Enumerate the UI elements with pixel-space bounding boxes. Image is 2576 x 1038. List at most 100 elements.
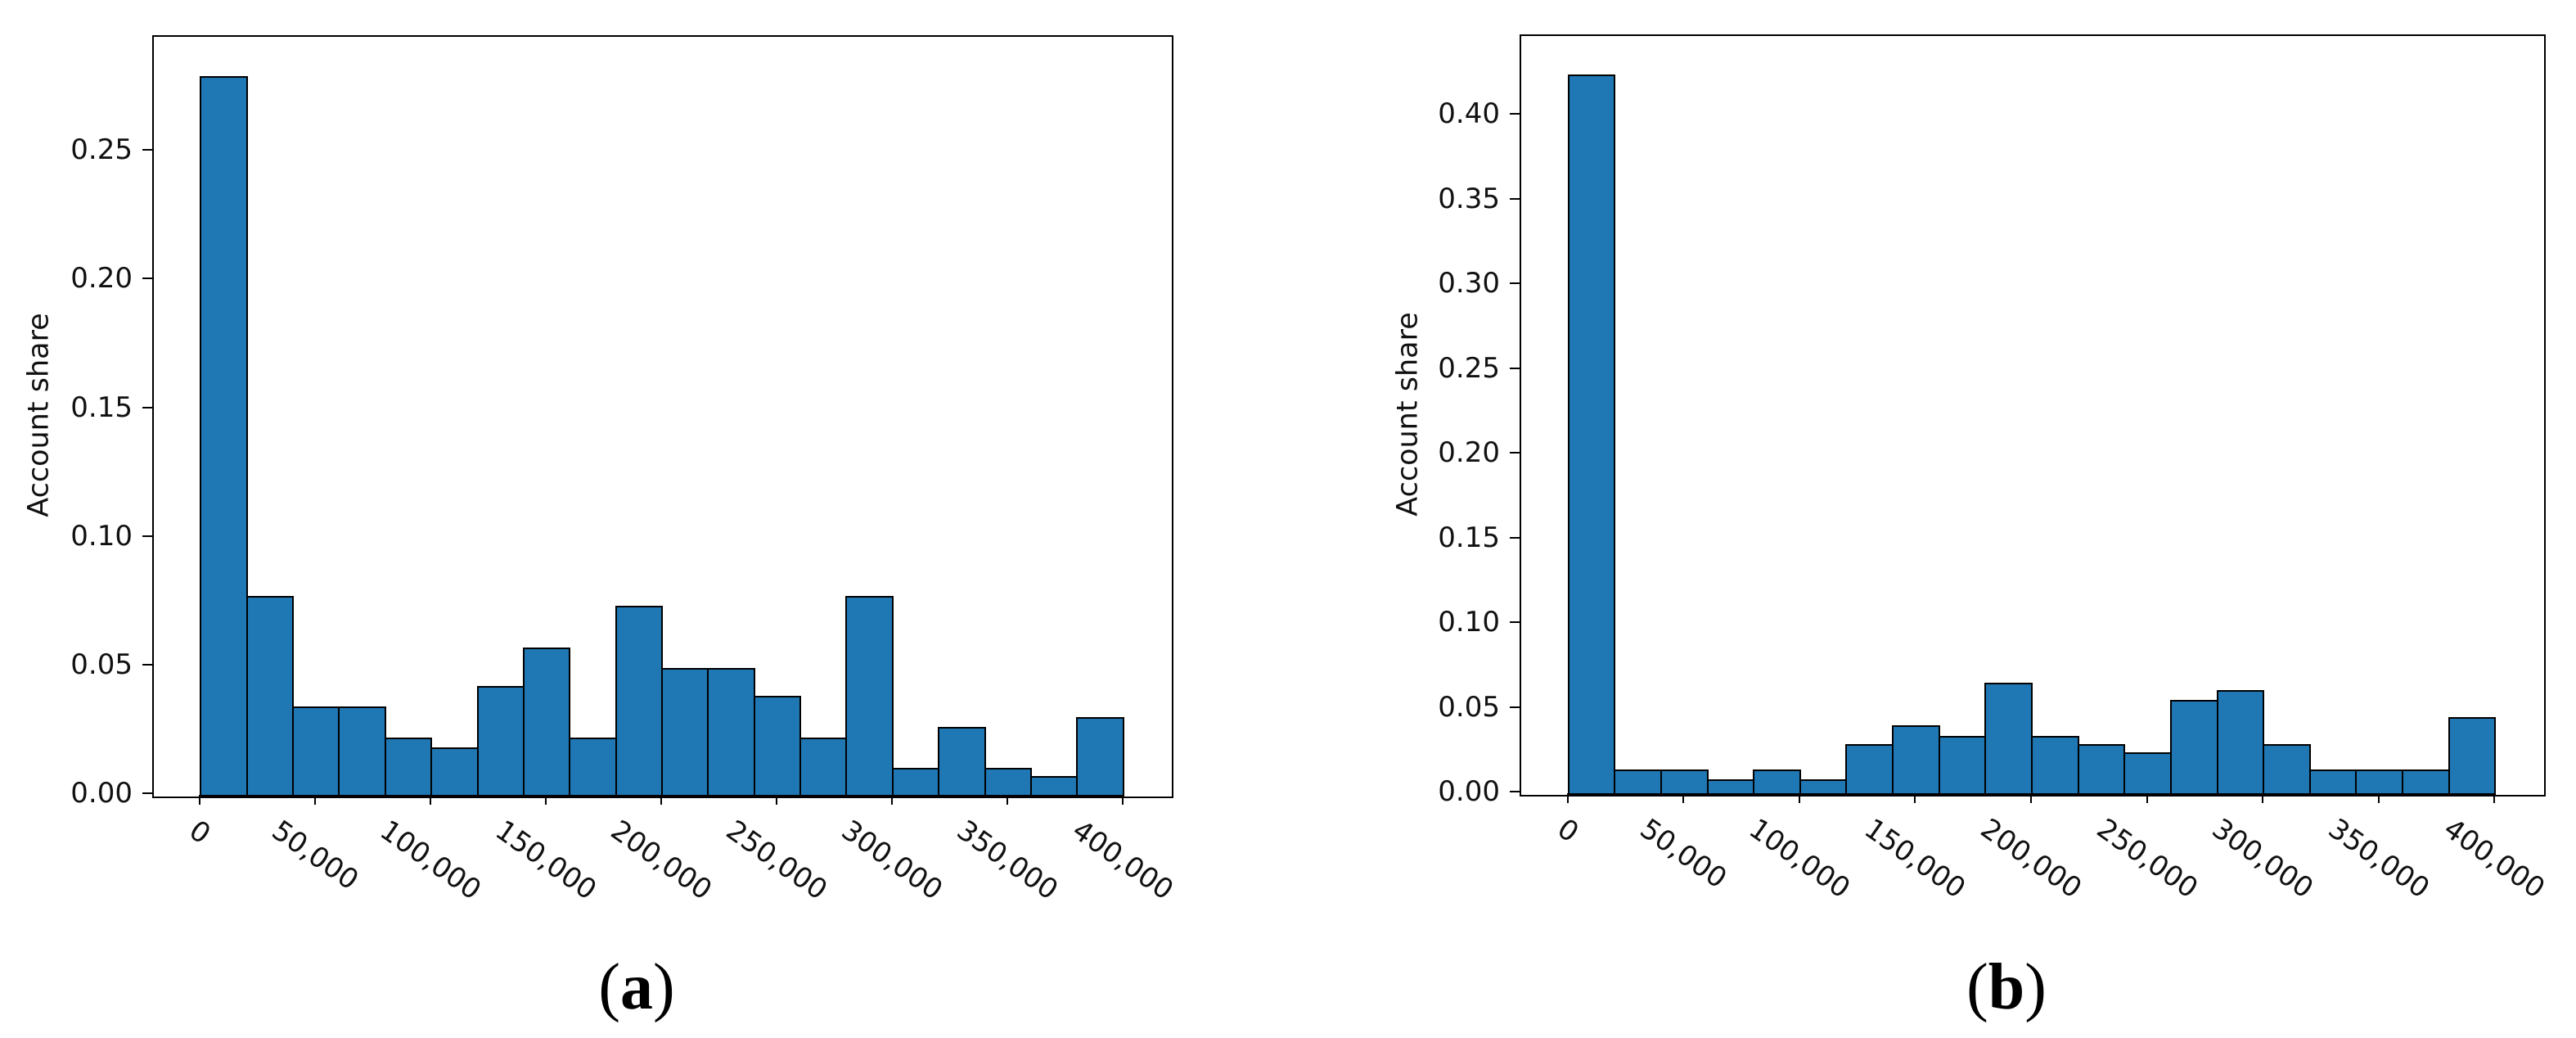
x-tick-mark: [2493, 793, 2495, 803]
y-tick-mark: [1510, 452, 1521, 454]
x-tick-label: 400,000: [2437, 812, 2551, 905]
histogram-bar: [569, 738, 617, 797]
plot-area-a: [152, 35, 1173, 798]
x-tick-mark: [1682, 793, 1684, 803]
histogram-bar: [1614, 769, 1662, 795]
histogram-bar: [938, 727, 986, 797]
y-tick-mark: [1510, 368, 1521, 369]
histogram-bar: [2217, 690, 2264, 795]
histogram-bar: [2078, 744, 2125, 795]
caption-paren-close: ): [2024, 951, 2047, 1023]
x-tick-mark: [2378, 793, 2380, 803]
histogram-bar: [338, 706, 386, 797]
histogram-bar: [1892, 725, 1940, 795]
y-tick-mark: [1510, 282, 1521, 284]
y-tick-label: 0.00: [1438, 775, 1500, 808]
y-tick-label: 0.10: [70, 520, 133, 553]
x-tick-mark: [545, 795, 547, 805]
y-tick-mark: [1510, 113, 1521, 115]
histogram-bar: [1984, 683, 2033, 795]
x-tick-label: 200,000: [1974, 812, 2088, 905]
x-tick-label: 0: [1551, 812, 1585, 850]
caption-a: (a): [598, 955, 674, 1020]
histogram-bar: [2448, 717, 2496, 795]
y-tick-label: 0.15: [70, 391, 133, 424]
y-tick-label: 0.25: [1438, 352, 1500, 385]
histogram-bar: [892, 768, 939, 797]
y-tick-label: 0.00: [70, 777, 133, 810]
y-tick-mark: [142, 278, 154, 279]
y-tick-mark: [142, 535, 154, 537]
histogram-bar: [1707, 779, 1754, 795]
histogram-bar: [2031, 736, 2079, 795]
y-axis-label: Account share: [1391, 312, 1425, 517]
histogram-bar: [2402, 769, 2450, 795]
y-tick-mark: [142, 792, 154, 794]
histogram-bar: [1939, 736, 1986, 795]
y-tick-mark: [142, 149, 154, 151]
histogram-bar: [1568, 74, 1615, 795]
x-tick-mark: [1799, 793, 1800, 803]
y-tick-mark: [1510, 198, 1521, 200]
y-tick-label: 0.20: [70, 262, 133, 295]
histogram-bar: [246, 596, 294, 797]
x-tick-mark: [660, 795, 662, 805]
histogram-bar: [477, 686, 525, 797]
histogram-bar: [661, 668, 709, 797]
caption-paren-close: ): [653, 951, 675, 1023]
x-tick-mark: [199, 795, 200, 805]
x-tick-mark: [2146, 793, 2148, 803]
y-tick-mark: [1510, 791, 1521, 792]
x-tick-mark: [430, 795, 431, 805]
histogram-bar: [2170, 700, 2218, 795]
caption-letter: a: [620, 951, 653, 1023]
y-tick-label: 0.10: [1438, 606, 1500, 639]
caption-paren-open: (: [598, 951, 620, 1023]
y-tick-label: 0.05: [70, 648, 133, 681]
x-tick-label: 150,000: [1858, 812, 1972, 905]
x-tick-mark: [1914, 793, 1916, 803]
y-tick-mark: [142, 407, 154, 408]
histogram-bar: [2355, 769, 2403, 795]
histogram-bar: [200, 76, 248, 797]
plot-area-b: [1520, 34, 2546, 797]
histogram-bar: [1030, 776, 1078, 797]
x-tick-mark: [1567, 793, 1569, 803]
histogram-bar: [2263, 744, 2311, 795]
y-tick-label: 0.25: [70, 133, 133, 166]
x-tick-label: 300,000: [2205, 812, 2320, 905]
y-tick-label: 0.30: [1438, 267, 1500, 300]
x-tick-label: 350,000: [2322, 812, 2436, 905]
y-tick-mark: [1510, 706, 1521, 708]
histogram-bar: [1753, 769, 1801, 795]
x-tick-mark: [1122, 795, 1124, 805]
caption-b: (b): [1966, 955, 2047, 1020]
histogram-bar: [2123, 752, 2172, 795]
y-tick-mark: [1510, 537, 1521, 539]
x-tick-label: 100,000: [1742, 812, 1857, 905]
histogram-bar: [1660, 769, 1709, 795]
x-tick-mark: [891, 795, 893, 805]
histogram-bar: [1799, 779, 1847, 795]
histogram-bar: [1076, 717, 1124, 797]
histogram-bar: [523, 648, 570, 797]
y-tick-label: 0.40: [1438, 97, 1500, 130]
caption-paren-open: (: [1966, 951, 1988, 1023]
x-tick-label: 250,000: [2090, 812, 2204, 905]
x-tick-mark: [314, 795, 316, 805]
y-tick-label: 0.15: [1438, 521, 1500, 554]
caption-letter: b: [1988, 951, 2025, 1023]
y-tick-label: 0.20: [1438, 436, 1500, 469]
y-tick-mark: [1510, 621, 1521, 623]
x-tick-mark: [776, 795, 777, 805]
x-tick-mark: [1007, 795, 1008, 805]
histogram-bar: [845, 596, 894, 797]
y-tick-mark: [142, 664, 154, 666]
histogram-bar: [2309, 769, 2357, 795]
y-tick-label: 0.35: [1438, 183, 1500, 215]
x-tick-mark: [2262, 793, 2263, 803]
histogram-bar: [1845, 744, 1894, 795]
